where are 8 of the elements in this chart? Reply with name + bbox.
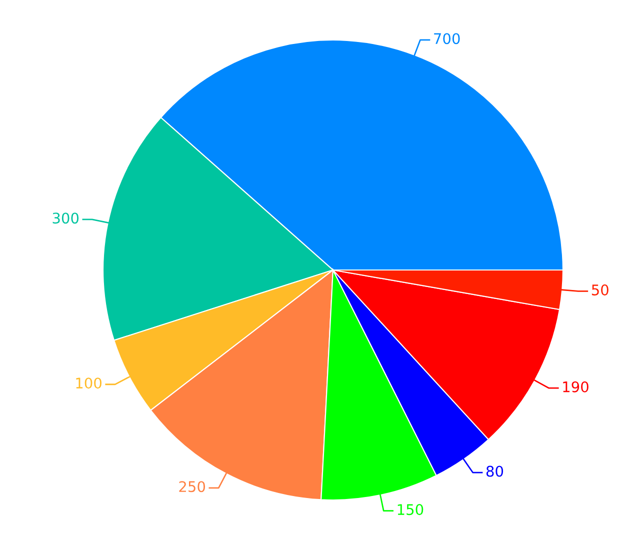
data-label: 700 [434, 33, 460, 44]
data-label: 100 [76, 378, 102, 389]
data-label: 50 [592, 284, 608, 296]
data-label: 80 [486, 466, 504, 477]
data-label: 150 [398, 504, 424, 516]
data-label: 300 [52, 212, 79, 224]
data-label: 250 [179, 481, 206, 492]
data-label: 190 [563, 381, 588, 392]
